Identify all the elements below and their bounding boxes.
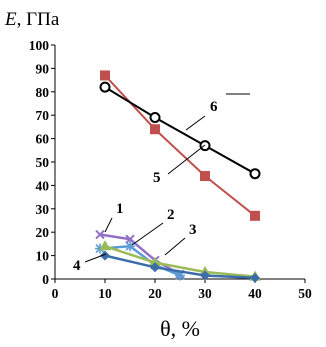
series-6-point	[99, 81, 111, 93]
series-5-point	[100, 70, 110, 81]
series-4-line	[104, 254, 256, 280]
series-5-point	[250, 210, 260, 221]
series-2-line	[99, 244, 181, 277]
series-2-point	[175, 270, 185, 281]
x-axis-ticks: 0 10 20 30 40 50	[52, 279, 312, 301]
series-5-point	[150, 124, 160, 135]
series-5	[100, 70, 260, 221]
y-tick-label: 20	[36, 225, 50, 240]
callout-leader-4	[84, 253, 107, 263]
x-tick-label: 20	[148, 286, 162, 301]
series-1-line	[99, 233, 181, 276]
callout-leader-6	[185, 115, 206, 131]
series-6-line	[104, 86, 256, 175]
y-axis-unit: , ГПа	[17, 9, 60, 30]
x-tick-label: 10	[98, 286, 112, 301]
series-3-line	[104, 245, 256, 278]
y-tick-label: 90	[36, 61, 50, 76]
series-label-2: 2	[167, 207, 175, 223]
series-label-4: 4	[73, 258, 81, 274]
series-label-3: 3	[189, 222, 197, 238]
series-5-point	[200, 171, 210, 182]
series-4-point	[150, 262, 160, 273]
y-axis-label: E, ГПа	[4, 9, 60, 30]
x-tick-label: 30	[198, 286, 212, 301]
series-6-point	[149, 112, 161, 124]
series-4-point	[250, 272, 260, 283]
series-4	[100, 250, 260, 283]
series-3-point	[149, 256, 161, 267]
callout-leader-1	[104, 217, 113, 233]
callout-leader-3	[164, 237, 186, 256]
series-layer	[95, 70, 261, 283]
x-tick-label: 40	[248, 286, 262, 301]
series-4-point	[100, 250, 110, 261]
series-1-point	[125, 234, 135, 244]
series-4-point	[200, 270, 210, 281]
callout-leader-2	[131, 222, 164, 246]
y-tick-label: 50	[36, 155, 50, 170]
series-label-6: 6	[210, 99, 218, 115]
y-tick-label: 100	[29, 38, 50, 53]
y-axis-ticks: 0 10 20 30 40 50 60 70 80 90 100	[29, 38, 55, 287]
x-axis-label: θ, %	[160, 316, 200, 341]
series-1-point	[95, 229, 105, 240]
y-tick-label: 70	[36, 108, 50, 123]
series-2-point	[125, 241, 135, 252]
series-label-1: 1	[116, 201, 124, 217]
series-3-point	[99, 240, 111, 251]
y-tick-label: 0	[42, 272, 49, 287]
series-6	[99, 81, 261, 180]
callout-leader-5	[167, 144, 206, 175]
x-tick-label: 0	[52, 286, 59, 301]
y-tick-label: 60	[36, 132, 50, 147]
y-axis-symbol: E	[4, 9, 17, 30]
y-tick-label: 80	[36, 85, 50, 100]
x-tick-label: 50	[298, 286, 312, 301]
y-tick-label: 40	[36, 178, 50, 193]
series-label-5: 5	[153, 170, 161, 186]
y-tick-label: 10	[36, 249, 50, 264]
series-6-point	[249, 168, 261, 180]
series-5-line	[104, 74, 256, 217]
y-tick-label: 30	[36, 202, 50, 217]
